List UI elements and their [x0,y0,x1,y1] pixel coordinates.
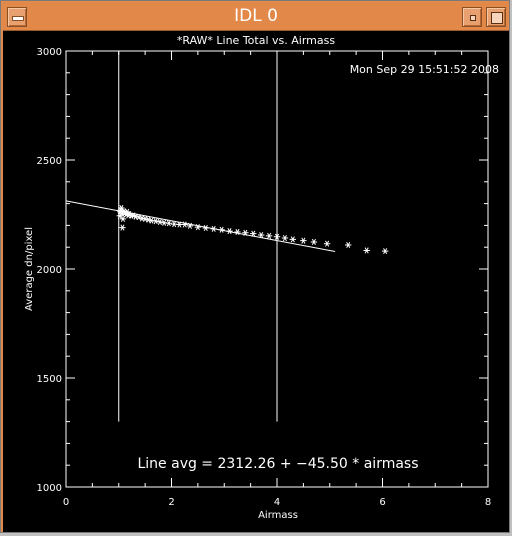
data-point [273,233,281,240]
y-tick-label: 1500 [37,374,62,385]
data-point [323,240,331,247]
plot-marks [65,51,389,422]
data-point [300,237,307,244]
plot-axes: 0 2 4 6 8 1000 1500 2000 2500 3000 [37,47,492,508]
data-point [345,241,352,249]
maximize-button[interactable] [486,7,506,27]
data-point [210,225,217,232]
data-point [156,218,164,225]
x-tick-label: 0 [63,497,69,508]
fit-equation-label: Line avg = 2312.26 + −45.50 * airmass [137,456,418,472]
chart-title: *RAW* Line Total vs. Airmass [177,34,335,47]
data-point [218,226,225,233]
y-tick-label: 2500 [37,156,62,167]
data-point [363,247,370,254]
y-tick-label: 1000 [37,483,62,494]
data-point [242,229,249,236]
data-point [181,221,188,228]
data-point [130,212,137,219]
x-tick-label: 8 [485,497,491,508]
data-point [226,228,233,235]
data-point [119,215,127,222]
window-menu-button[interactable] [7,7,27,27]
data-point [381,248,389,255]
y-tick-label: 3000 [37,47,62,58]
data-point [250,230,257,237]
data-point [234,228,241,235]
data-point [118,204,125,211]
x-axis-label: Airmass [258,510,298,521]
data-point [194,224,202,231]
data-point [152,218,159,225]
plot-timestamp: Mon Sep 29 15:51:52 2008 [350,63,499,76]
x-tick-label: 4 [274,497,280,508]
plot-canvas: *RAW* Line Total vs. Airmass Mon Sep 29 … [3,31,509,532]
scatter-chart: *RAW* Line Total vs. Airmass Mon Sep 29 … [24,34,499,521]
title-bar[interactable]: IDL 0 [3,3,509,31]
y-tick-label: 2000 [37,265,62,276]
x-tick-label: 6 [379,497,385,508]
x-tick-label: 2 [168,497,174,508]
data-point [310,238,318,246]
data-point [281,235,289,242]
y-axis-label: Average dn/pixel [24,227,35,311]
data-point [165,220,173,227]
data-point [289,236,297,243]
minimize-button[interactable] [462,7,482,27]
fit-line [65,200,336,253]
data-point [186,222,194,229]
data-point [202,224,209,232]
data-point [257,231,265,239]
data-point [265,232,273,239]
data-point [119,224,126,231]
window-title: IDL 0 [234,6,278,26]
